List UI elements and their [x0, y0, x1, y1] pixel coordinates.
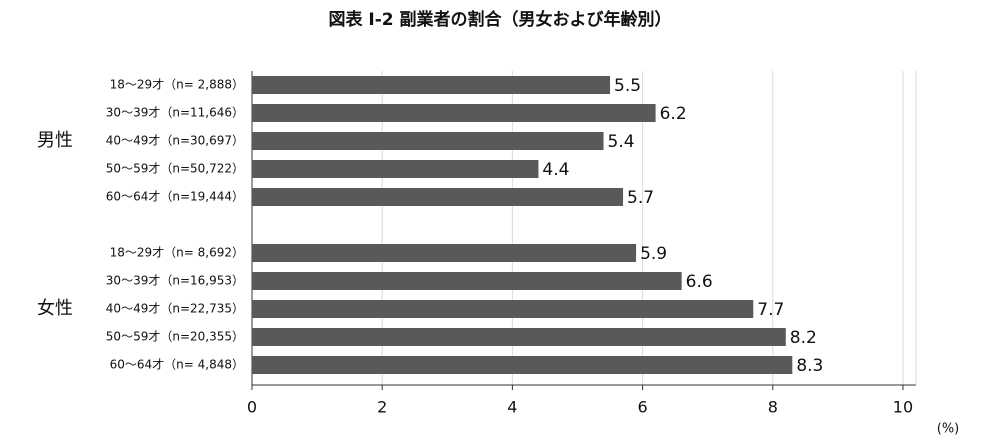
- x-tick-label: 4: [507, 398, 517, 417]
- value-label: 5.7: [627, 188, 654, 208]
- group-label: 男性: [37, 130, 73, 151]
- x-axis-label: (%): [937, 422, 960, 437]
- value-label: 8.3: [796, 356, 823, 376]
- x-tick-label: 10: [893, 398, 913, 417]
- x-tick-label: 6: [637, 398, 647, 417]
- bar: [252, 328, 786, 346]
- value-label: 5.5: [614, 76, 641, 96]
- bar: [252, 272, 682, 290]
- bar: [252, 76, 611, 94]
- bar: [252, 188, 624, 206]
- y-tick-label: 40〜49才（n=22,735）: [106, 302, 244, 316]
- value-label: 7.7: [757, 300, 784, 320]
- y-tick-label: 60〜64才（n= 4,848）: [110, 358, 244, 372]
- y-tick-label: 30〜39才（n=16,953）: [106, 274, 244, 288]
- y-tick-label: 18〜29才（n= 2,888）: [110, 78, 244, 92]
- chart-title: 図表 I-2 副業者の割合（男女および年齢別）: [328, 9, 671, 30]
- x-tick-label: 2: [377, 398, 387, 417]
- bar: [252, 300, 754, 318]
- bar: [252, 104, 656, 122]
- value-label: 6.6: [686, 272, 713, 292]
- value-label: 6.2: [660, 104, 687, 124]
- bar: [252, 244, 637, 262]
- value-label: 8.2: [790, 328, 817, 348]
- group-label: 女性: [37, 298, 73, 319]
- y-tick-label: 30〜39才（n=11,646）: [106, 106, 244, 120]
- x-tick-label: 0: [247, 398, 257, 417]
- bar: [252, 160, 539, 178]
- y-tick-label: 50〜59才（n=20,355）: [106, 330, 244, 344]
- value-label: 5.9: [640, 244, 667, 264]
- bar: [252, 356, 793, 374]
- value-label: 4.4: [542, 160, 569, 180]
- bar: [252, 132, 604, 150]
- y-tick-label: 40〜49才（n=30,697）: [106, 134, 244, 148]
- y-tick-label: 60〜64才（n=19,444）: [106, 190, 244, 204]
- y-tick-label: 50〜59才（n=50,722）: [106, 162, 244, 176]
- x-tick-label: 8: [768, 398, 778, 417]
- y-tick-label: 18〜29才（n= 8,692）: [110, 246, 244, 260]
- value-label: 5.4: [608, 132, 635, 152]
